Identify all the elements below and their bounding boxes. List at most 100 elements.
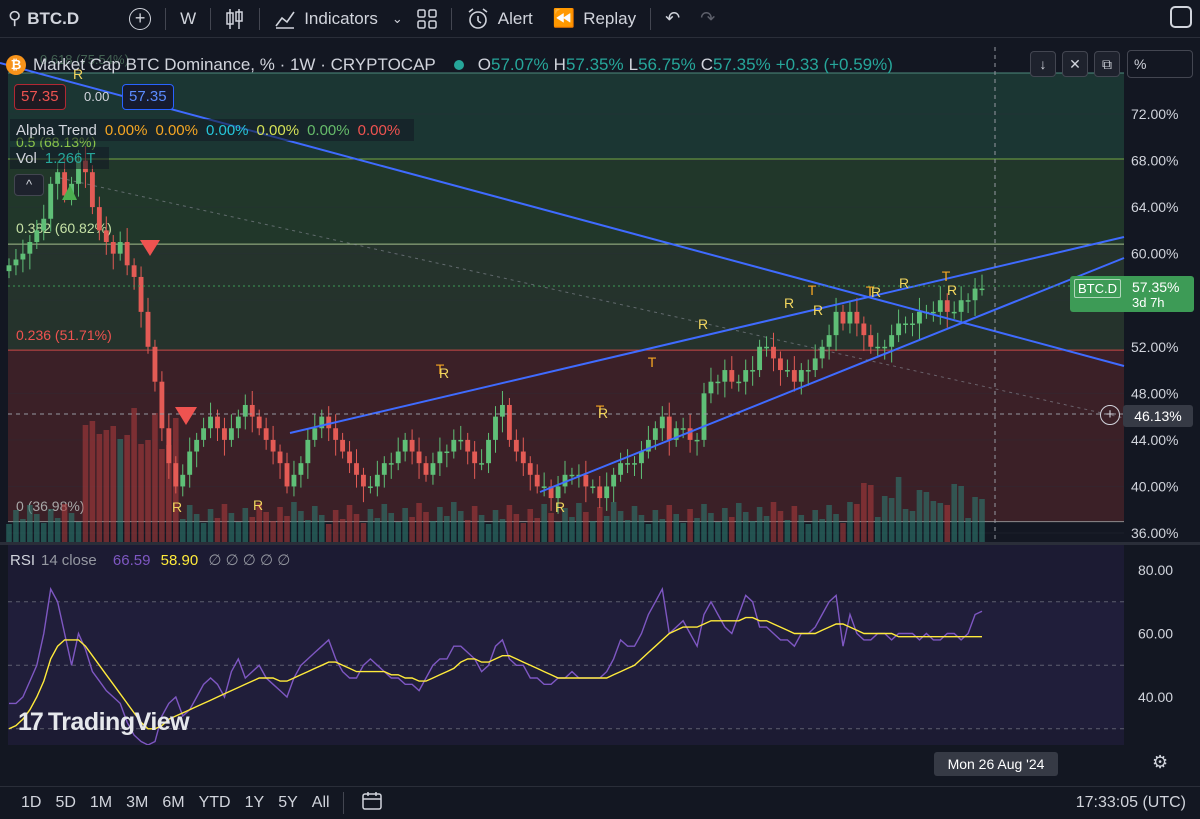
current-price-value: 57.35% <box>1132 279 1180 295</box>
bitcoin-icon: ₿ <box>6 55 26 75</box>
scale-mode-box[interactable]: % <box>1127 50 1193 78</box>
volume-bar <box>742 512 749 542</box>
volume-bar <box>979 499 985 542</box>
volume-bar <box>729 517 735 542</box>
utc-clock[interactable]: 17:33:05 (UTC) <box>1075 794 1186 811</box>
candle <box>541 486 547 488</box>
layout-square-button[interactable] <box>1170 6 1192 28</box>
candle <box>854 311 860 324</box>
range-all[interactable]: All <box>311 794 330 811</box>
close-button[interactable]: ✕ <box>1062 51 1088 77</box>
range-1y[interactable]: 1Y <box>244 794 265 811</box>
undo-button[interactable]: ↶ <box>655 0 690 38</box>
volume-bar <box>200 523 207 542</box>
volume-bar <box>96 434 103 542</box>
chart-type-button[interactable] <box>215 0 255 38</box>
range-ytd[interactable]: YTD <box>198 794 231 811</box>
templates-button[interactable] <box>407 0 447 38</box>
candles-icon <box>226 8 243 29</box>
volume-bar <box>451 502 457 542</box>
candle <box>910 323 915 325</box>
settings-icon[interactable]: ⚙ <box>1152 752 1169 772</box>
volume-bar <box>708 513 714 542</box>
candle <box>479 463 485 465</box>
arrow-down-button[interactable]: ↓ <box>1030 51 1056 77</box>
tradingview-text: TradingView <box>47 708 190 736</box>
rsi-legend[interactable]: RSI 14 close 66.59 58.90 ∅ ∅ ∅ ∅ ∅ <box>10 551 296 569</box>
compare-button[interactable]: + <box>119 0 161 38</box>
volume-bar <box>944 505 951 542</box>
alpha-trend-legend[interactable]: Alpha Trend 0.00% 0.00% 0.00% 0.00% 0.00… <box>10 119 415 141</box>
rsi-source: close <box>61 552 97 569</box>
volume-bar <box>645 524 652 542</box>
rsi-value: 66.59 <box>112 552 151 569</box>
maximize-button[interactable]: ⧉ <box>1094 51 1120 77</box>
rsi-tick-label: 40.00 <box>1138 689 1173 705</box>
range-1m[interactable]: 1M <box>89 794 113 811</box>
volume-bar <box>402 508 408 542</box>
maximize-icon: ⧉ <box>1102 56 1112 72</box>
volume-bar <box>749 521 756 542</box>
volume-bar <box>569 517 575 542</box>
volume-bar <box>409 517 415 542</box>
calendar-icon[interactable] <box>361 791 384 816</box>
range-1d[interactable]: 1D <box>21 794 42 811</box>
volume-bar <box>673 514 679 542</box>
volume-bar <box>756 507 763 542</box>
candle <box>791 370 797 382</box>
trend-marker-r: R <box>439 365 449 381</box>
volume-bar <box>228 513 235 542</box>
collapse-legend-button[interactable]: ^ <box>14 174 44 196</box>
volume-bar <box>506 505 513 542</box>
candle <box>180 474 186 487</box>
redo-button[interactable]: ↷ <box>690 0 725 38</box>
volume-bar <box>110 426 117 542</box>
add-alert-plus-icon[interactable]: + <box>1100 405 1120 425</box>
interval-button[interactable]: W <box>170 0 206 38</box>
range-3m[interactable]: 3M <box>126 794 149 811</box>
volume-bar <box>916 490 923 542</box>
main-series-legend[interactable]: ₿ Market Cap BTC Dominance, % · 1W · CRY… <box>6 53 898 77</box>
candle <box>826 335 832 347</box>
series-title: Market Cap BTC Dominance, % · 1W · CRYPT… <box>33 55 436 74</box>
indicators-menu[interactable]: ⌄ <box>388 0 407 38</box>
sell-arrow-icon <box>175 407 197 425</box>
range-6m[interactable]: 6M <box>162 794 185 811</box>
volume-legend[interactable]: Vol 1.266 T <box>10 147 110 169</box>
range-5d[interactable]: 5D <box>55 794 76 811</box>
volume-bar <box>492 510 499 542</box>
candle <box>117 242 123 254</box>
indicators-button[interactable]: Indicators <box>264 0 388 38</box>
volume-bar <box>68 513 75 542</box>
open-label: O <box>477 55 491 74</box>
fib-label-0618: 0.618 (75.54%) <box>40 52 129 67</box>
candle <box>736 381 742 384</box>
candle <box>729 370 735 382</box>
candle <box>493 416 498 440</box>
range-5y[interactable]: 5Y <box>278 794 298 811</box>
trend-marker-r: R <box>555 499 565 515</box>
volume-bar <box>596 507 603 542</box>
open-value: 57.07% <box>491 55 549 74</box>
candle <box>41 218 47 231</box>
symbol-search[interactable]: ⚲ BTC.D <box>0 0 89 38</box>
rsi-length: 14 <box>41 552 58 569</box>
lower-channel-line <box>539 257 1125 493</box>
indicators-label: Indicators <box>304 8 378 28</box>
alert-button[interactable]: Alert <box>456 0 543 38</box>
volume-bar <box>909 511 916 542</box>
divider <box>210 7 212 30</box>
price-chart[interactable]: 0.5 (68.13%)0.382 (60.82%)0.236 (51.71%)… <box>0 39 1200 745</box>
volume-bar <box>861 483 867 542</box>
volume-bar <box>881 496 888 542</box>
candle <box>889 335 895 347</box>
volume-bar <box>610 502 617 542</box>
volume-bar <box>437 507 443 542</box>
down-trend-line <box>0 62 1125 367</box>
close-label: C <box>700 55 714 74</box>
volume-bar <box>471 506 478 542</box>
candle <box>20 253 26 260</box>
candle <box>847 311 853 324</box>
fib-label-2: 0.236 (51.71%) <box>16 327 112 343</box>
replay-button[interactable]: ⏪ Replay <box>543 0 646 38</box>
